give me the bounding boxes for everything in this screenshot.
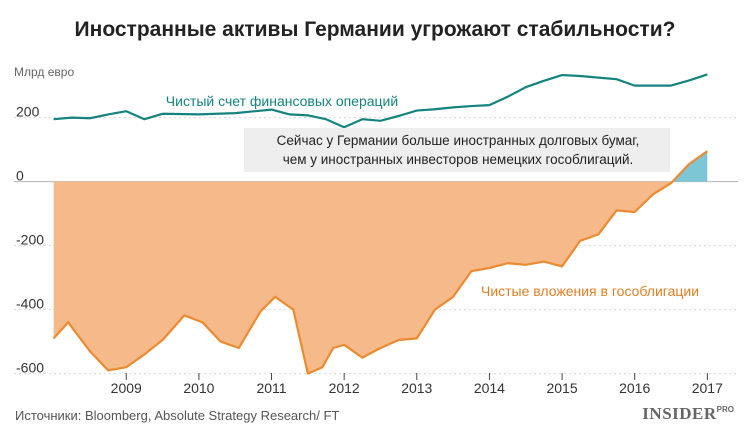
annotation-line-2: чем у иностранных инвесторов немецких го…: [283, 152, 634, 167]
annotation-box: [244, 128, 670, 172]
series-line-government-bonds: [52, 150, 708, 375]
bonds-negative-area: [53, 181, 673, 374]
brand-suffix: PRO: [716, 405, 734, 414]
insider-pro-logo: INSIDERPRO: [642, 404, 734, 424]
x-tick-label: 2016: [619, 380, 650, 396]
series-label-government-bonds: Чистые вложения в гособлигации: [481, 283, 699, 299]
x-tick-label: 2015: [546, 380, 577, 396]
x-tick-label: 2013: [401, 380, 432, 396]
y-tick-label: -400: [16, 296, 44, 312]
x-tick-label: 2010: [183, 380, 214, 396]
brand-name: INSIDER: [642, 404, 717, 423]
x-tick-label: 2014: [474, 380, 505, 396]
series-label-current-account: Чистый счет финансовых операций: [166, 93, 398, 109]
source-note: Источники: Bloomberg, Absolute Strategy …: [15, 408, 340, 423]
y-tick-label: -200: [16, 232, 44, 248]
chart-title: Иностранные активы Германии угрожают ста…: [74, 18, 676, 41]
x-tick-label: 2011: [256, 380, 286, 396]
x-tick-label: 2012: [329, 380, 360, 396]
y-tick-label: 0: [16, 168, 24, 184]
x-tick-label: 2009: [111, 380, 142, 396]
annotation-line-1: Сейчас у Германии больше иностранных дол…: [277, 133, 640, 148]
y-axis-label: Млрд евро: [14, 65, 74, 79]
y-tick-label: -600: [16, 360, 44, 376]
y-tick-label: 200: [16, 104, 40, 120]
x-tick-label: 2017: [692, 380, 723, 396]
series-line-current-account: [53, 73, 708, 129]
